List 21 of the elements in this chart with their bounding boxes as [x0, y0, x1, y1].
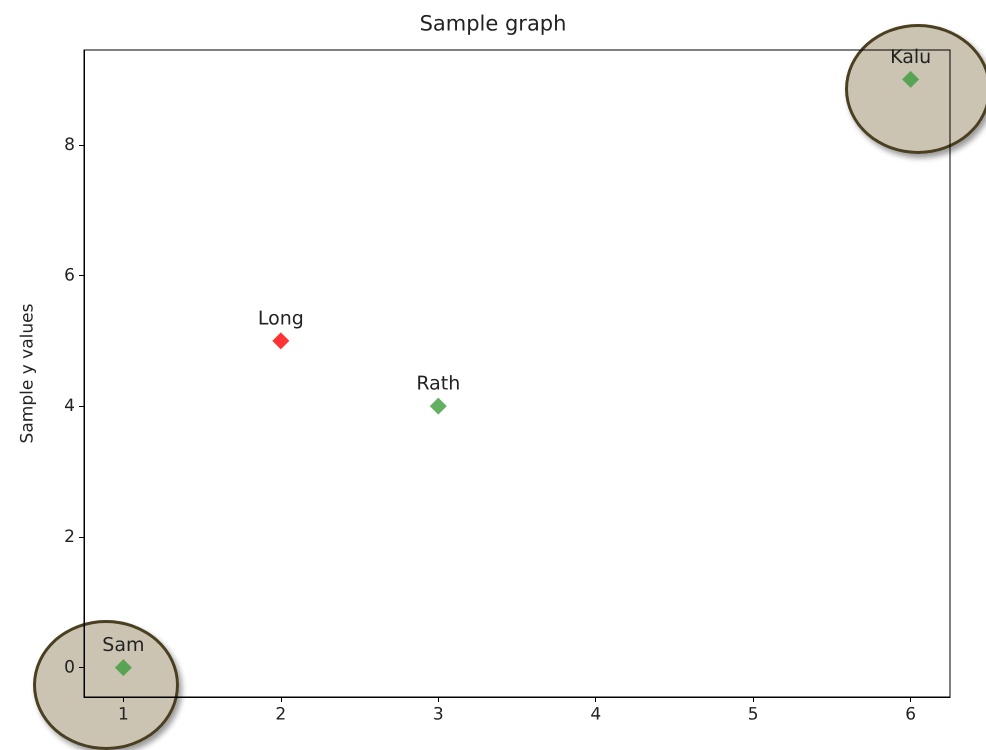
annotation: Long [258, 307, 304, 330]
x-tick-label: 4 [590, 704, 602, 724]
x-tick-label: 6 [905, 704, 916, 724]
y-tick-label: 0 [64, 658, 75, 678]
x-tick-label: 1 [118, 704, 129, 724]
point [272, 332, 290, 350]
x-tick-label: 3 [432, 704, 444, 724]
y-tick-label: 6 [64, 265, 75, 286]
y-axis-title: Sample y values [18, 303, 38, 444]
annotation: Kalu [890, 46, 932, 68]
y-tick-label: 2 [64, 526, 75, 547]
y-tick-label: 4 [64, 396, 75, 416]
annotation: Rath [416, 372, 460, 395]
chart-title: Sample graph [420, 12, 566, 36]
y-tick-label: 8 [64, 134, 75, 155]
point [430, 398, 447, 415]
x-tick-label: 2 [275, 704, 286, 724]
x-tick-label: 5 [748, 704, 759, 724]
point [114, 659, 132, 676]
annotation: Sam [102, 634, 144, 656]
point [902, 70, 920, 88]
